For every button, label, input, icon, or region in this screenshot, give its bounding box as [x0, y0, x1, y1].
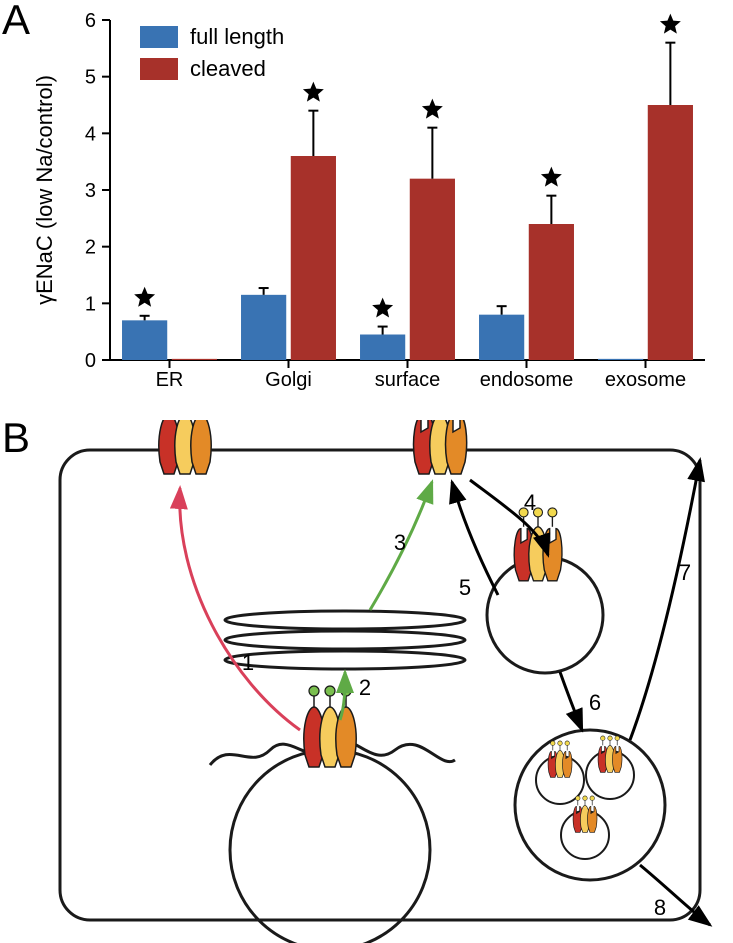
significance-star-icon	[422, 99, 443, 119]
panel-a-chart: 0 1 2 3 4 5 6 γENaC (low Na/control) ER Golgi surf…	[0, 0, 733, 420]
significance-star-icon	[134, 287, 155, 307]
golgi-cisterna	[225, 611, 465, 629]
figure-root: A B 0123456γENaC (low Na/control)ERGolgi…	[0, 0, 733, 943]
bar-full-length	[598, 359, 643, 360]
category-label: ER	[156, 369, 184, 391]
pathway-arrow	[630, 460, 700, 740]
bar-cleaved	[529, 224, 574, 360]
y-axis-label: γENaC (low Na/control)	[32, 75, 57, 305]
step-label: 4	[524, 490, 536, 515]
channel-icon	[598, 736, 622, 772]
y-tick-label: 6	[85, 10, 96, 32]
pathway-arrow	[560, 672, 582, 730]
category-label: endosome	[480, 369, 573, 391]
step-label: 7	[679, 560, 691, 585]
significance-star-icon	[303, 82, 324, 102]
channel-icon	[304, 686, 356, 767]
golgi-cisterna	[225, 651, 465, 669]
step-label: 2	[359, 675, 371, 700]
pathway-arrow	[180, 488, 300, 730]
step-label: 8	[654, 895, 666, 920]
significance-star-icon	[372, 298, 393, 318]
bar-full-length	[479, 315, 524, 360]
channel-icon	[573, 796, 597, 832]
bar-full-length	[122, 320, 167, 360]
category-label: exosome	[605, 369, 686, 391]
step-label: 1	[242, 650, 254, 675]
panel-b-diagram: 1 2 3 4 5 6 7 8	[0, 420, 733, 943]
significance-star-icon	[660, 14, 681, 34]
bar-full-length	[360, 335, 405, 361]
channel-icon	[548, 741, 572, 777]
y-tick-label: 1	[85, 293, 96, 315]
y-tick-label: 3	[85, 180, 96, 202]
significance-star-icon	[541, 167, 562, 187]
bar-cleaved	[172, 359, 217, 360]
step-label: 6	[589, 690, 601, 715]
legend-swatch	[140, 58, 178, 80]
channel-icon	[159, 420, 211, 474]
bar-cleaved	[291, 156, 336, 360]
legend-label: full length	[190, 24, 284, 49]
step-label: 3	[394, 530, 406, 555]
y-tick-label: 2	[85, 237, 96, 259]
golgi-cisterna	[225, 631, 465, 649]
y-tick-label: 4	[85, 123, 96, 145]
y-tick-label: 0	[85, 350, 96, 372]
legend-swatch	[140, 26, 178, 48]
bar-cleaved	[648, 105, 693, 360]
bar-full-length	[241, 295, 286, 360]
legend-label: cleaved	[190, 56, 266, 81]
bar-cleaved	[410, 179, 455, 360]
category-label: surface	[375, 369, 441, 391]
nucleus	[230, 750, 430, 943]
category-label: Golgi	[265, 369, 312, 391]
y-tick-label: 5	[85, 67, 96, 89]
channel-icon	[414, 420, 467, 474]
step-label: 5	[459, 575, 471, 600]
